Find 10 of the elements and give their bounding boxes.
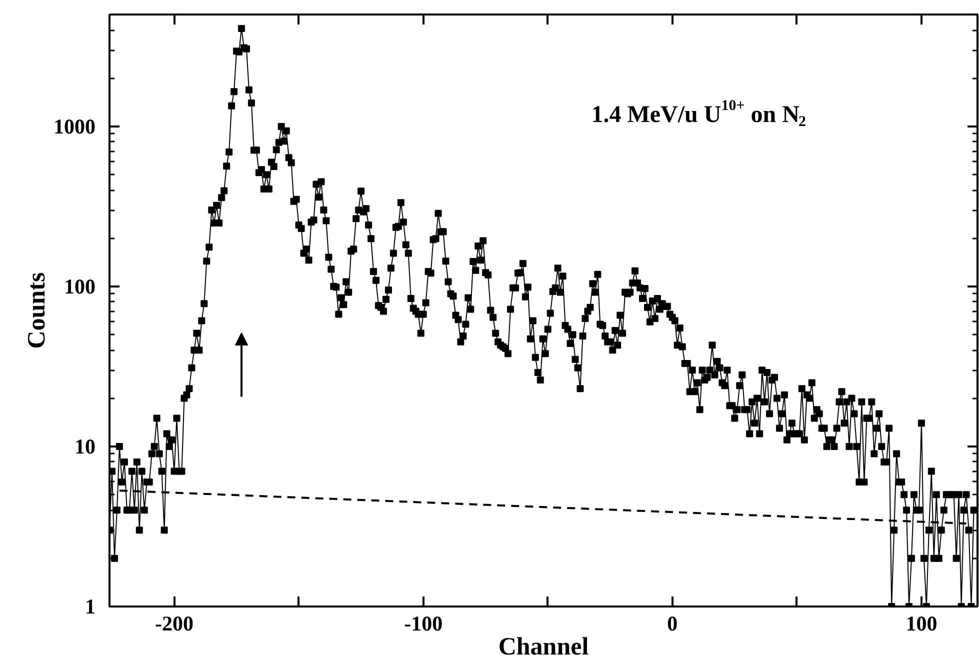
y-axis-title: Counts	[24, 272, 50, 349]
y-tick-label: 1	[85, 594, 96, 618]
y-tick-label: 10	[74, 434, 96, 458]
y-tick-label: 100	[64, 274, 96, 298]
x-tick-label: -100	[404, 612, 443, 636]
y-tick-label: 1000	[54, 114, 96, 138]
x-tick-label: 100	[906, 612, 938, 636]
x-tick-label: -200	[155, 612, 194, 636]
x-axis-title: Channel	[498, 634, 589, 660]
x-tick-label: 0	[667, 612, 678, 636]
